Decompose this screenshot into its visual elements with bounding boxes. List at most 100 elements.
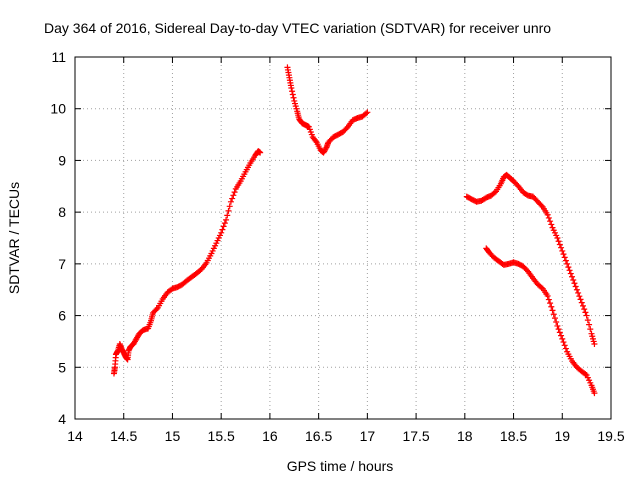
x-axis-label: GPS time / hours — [287, 458, 394, 474]
data-point — [558, 244, 565, 251]
data-point — [581, 306, 588, 313]
data-point — [544, 292, 551, 299]
y-tick-label: 11 — [51, 49, 66, 65]
data-point — [556, 329, 563, 336]
data-point — [584, 317, 591, 324]
data-point — [561, 342, 568, 349]
data-point — [575, 289, 582, 296]
data-point — [548, 303, 555, 310]
data-point — [289, 88, 296, 95]
data-point — [312, 138, 319, 145]
x-tick-label: 15.5 — [208, 428, 235, 444]
data-point — [288, 85, 295, 92]
data-point — [549, 307, 556, 314]
y-tick-label: 4 — [58, 411, 66, 427]
data-point — [229, 195, 236, 202]
data-point — [554, 322, 561, 329]
data-point — [364, 109, 371, 116]
x-tick-label: 17 — [360, 428, 376, 444]
y-axis-label: SDTVAR / TECUs — [6, 182, 22, 294]
data-point — [547, 300, 554, 307]
x-tick-label: 18 — [457, 428, 473, 444]
data-point — [544, 211, 551, 218]
data-point — [223, 216, 230, 223]
data-point — [554, 235, 561, 241]
x-tick-label: 14.5 — [110, 428, 137, 444]
x-tick-label: 17.5 — [402, 428, 429, 444]
data-point — [231, 189, 238, 196]
data-point — [226, 203, 233, 210]
data-point — [591, 341, 598, 348]
data-point — [363, 110, 370, 117]
x-tick-label: 16.5 — [305, 428, 332, 444]
x-tick-label: 15 — [165, 428, 181, 444]
data-point — [572, 283, 579, 290]
data-point — [545, 214, 552, 221]
y-tick-label: 5 — [58, 359, 66, 375]
data-point — [587, 326, 594, 333]
data-point — [153, 306, 160, 313]
data-point — [579, 302, 586, 309]
data-point — [220, 223, 227, 230]
data-point — [558, 332, 565, 339]
data-point — [562, 345, 569, 352]
x-tick-label: 14 — [67, 428, 83, 444]
data-point — [576, 293, 583, 300]
data-point — [567, 270, 574, 277]
y-tick-label: 6 — [58, 308, 66, 324]
data-point — [565, 264, 572, 271]
data-point — [289, 91, 296, 98]
y-tick-labels: 4 5 6 7 8 9 10 11 — [50, 49, 66, 427]
data-point — [290, 94, 297, 101]
data-point — [547, 218, 554, 225]
series-2 — [284, 64, 371, 156]
data-point — [566, 267, 573, 274]
data-point — [582, 309, 589, 316]
data-point — [582, 371, 589, 378]
data-point — [555, 238, 562, 245]
data-point — [548, 221, 555, 228]
data-point — [555, 326, 562, 333]
plot-frame — [74, 56, 612, 420]
data-point — [559, 247, 566, 254]
x-tick-label: 19.5 — [597, 428, 624, 444]
y-tick-label: 8 — [58, 204, 66, 220]
data-point — [586, 321, 593, 328]
y-tick-label: 7 — [58, 256, 66, 272]
data-point — [224, 212, 231, 219]
series-4 — [483, 245, 598, 397]
data-point — [560, 251, 567, 258]
data-point — [218, 229, 225, 236]
x-tick-label: 19 — [554, 428, 570, 444]
data-point — [577, 296, 584, 303]
data-point — [550, 311, 557, 318]
data-point — [225, 207, 232, 214]
data-point — [573, 286, 580, 293]
data-point — [569, 273, 576, 280]
data-point — [227, 198, 234, 205]
series-1 — [110, 148, 264, 377]
data-point — [551, 315, 558, 322]
data-point — [545, 296, 552, 303]
data-point — [562, 257, 569, 264]
x-tick-label: 18.5 — [500, 428, 527, 444]
data-point — [561, 254, 568, 261]
data-point — [560, 339, 567, 346]
y-tick-label: 9 — [58, 152, 66, 168]
data-point — [257, 149, 264, 156]
data-point — [583, 312, 590, 319]
chart-title: Day 364 of 2016, Sidereal Day-to-day VTE… — [44, 20, 551, 36]
data-point — [553, 319, 560, 326]
data-points — [110, 64, 598, 397]
data-point — [570, 277, 577, 284]
grid — [75, 57, 611, 419]
y-tick-label: 10 — [50, 101, 66, 117]
data-point — [559, 335, 566, 342]
x-tick-labels: 14 14.5 15 15.5 16 16.5 17 17.5 18 18.5 19 19.5 — [67, 428, 625, 444]
data-point — [571, 280, 578, 287]
data-point — [591, 390, 598, 397]
data-point — [538, 202, 545, 209]
data-point — [221, 220, 228, 227]
x-tick-label: 16 — [262, 428, 278, 444]
